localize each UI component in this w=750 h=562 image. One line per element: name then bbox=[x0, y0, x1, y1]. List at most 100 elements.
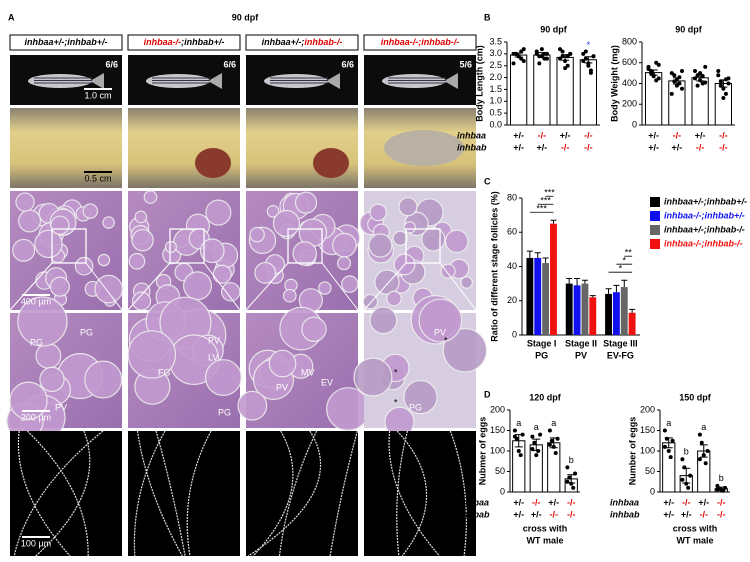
group-letter: b bbox=[684, 447, 689, 457]
follicle bbox=[460, 276, 473, 289]
significance-label: *** bbox=[544, 188, 555, 198]
zoom-line bbox=[321, 262, 359, 311]
y-tick-label: 600 bbox=[622, 57, 637, 67]
follicle bbox=[326, 387, 371, 432]
y-tick-label: 150 bbox=[490, 425, 505, 435]
error-bar bbox=[589, 295, 596, 298]
y-tick-label: 200 bbox=[490, 404, 505, 414]
tissue-label: LV bbox=[208, 352, 218, 362]
data-point bbox=[703, 80, 708, 85]
follicle bbox=[369, 203, 387, 222]
data-point bbox=[698, 71, 703, 76]
zoom-line bbox=[85, 262, 123, 311]
follicle bbox=[444, 229, 469, 254]
error-bar bbox=[621, 279, 628, 288]
data-point bbox=[583, 49, 588, 54]
data-point bbox=[555, 436, 560, 441]
follicle bbox=[249, 226, 265, 243]
follicle bbox=[237, 390, 268, 421]
y-tick-label: 400 bbox=[622, 78, 637, 88]
genotype-row-name: inhbaa bbox=[610, 497, 639, 507]
genotype-row-name: inhbaa bbox=[460, 497, 489, 507]
tissue-label: PG bbox=[30, 337, 43, 347]
error-bar bbox=[613, 284, 620, 293]
bar bbox=[526, 257, 534, 335]
follicle bbox=[74, 256, 94, 276]
data-point bbox=[699, 440, 704, 445]
bar bbox=[542, 263, 550, 335]
zoom-line bbox=[127, 262, 171, 311]
bar bbox=[565, 283, 573, 335]
data-point bbox=[670, 438, 675, 443]
data-point bbox=[664, 436, 669, 441]
panel-label: C bbox=[484, 176, 491, 186]
error-bar bbox=[629, 308, 636, 313]
data-point bbox=[672, 73, 677, 78]
fluorescence bbox=[128, 431, 240, 556]
follicle bbox=[268, 349, 297, 378]
y-tick-label: 50 bbox=[645, 466, 655, 476]
follicle bbox=[12, 238, 36, 262]
data-point bbox=[565, 63, 570, 68]
y-axis-label: Number of eggs bbox=[627, 417, 637, 486]
y-axis-label: Nubmer of eggs bbox=[477, 417, 487, 486]
significance-label: *** bbox=[536, 204, 547, 214]
data-point bbox=[679, 86, 684, 91]
data-point bbox=[703, 461, 708, 466]
tissue-label: * bbox=[444, 335, 448, 345]
panel-label: A bbox=[8, 12, 15, 22]
genotype-label: -/- bbox=[561, 142, 570, 152]
y-tick-label: 0 bbox=[650, 486, 655, 496]
tissue-label: * bbox=[394, 367, 398, 377]
bar bbox=[512, 440, 526, 493]
x-axis-label: cross with bbox=[673, 523, 718, 533]
y-tick-label: 40 bbox=[507, 261, 517, 271]
data-point bbox=[693, 76, 698, 81]
genotype-label: -/- bbox=[719, 142, 728, 152]
column-header-part: inhbab+/- bbox=[67, 37, 107, 47]
group-letter: b bbox=[719, 473, 724, 483]
bar bbox=[644, 72, 663, 126]
y-tick-label: 3.0 bbox=[489, 48, 502, 58]
data-point bbox=[677, 81, 682, 86]
follicle bbox=[102, 216, 115, 229]
y-tick-label: 1.0 bbox=[489, 96, 502, 106]
follicle bbox=[403, 221, 416, 234]
error-bar bbox=[719, 79, 728, 88]
data-point bbox=[521, 58, 526, 63]
genotype-label: +/- bbox=[531, 509, 542, 519]
data-point bbox=[682, 465, 687, 470]
panel-a-title: 90 dpf bbox=[232, 12, 260, 22]
y-axis-label: Ratio of different stage follicles (%) bbox=[489, 191, 499, 342]
data-point bbox=[656, 62, 661, 67]
follicle bbox=[386, 290, 402, 307]
group-letter: a bbox=[516, 418, 521, 428]
bar bbox=[581, 283, 589, 335]
genotype-label: +/- bbox=[536, 142, 547, 152]
data-point bbox=[726, 81, 731, 86]
legend-label: inhbaa-/-;inhbab+/- bbox=[664, 210, 745, 220]
data-point bbox=[721, 96, 726, 101]
follicle bbox=[17, 296, 68, 347]
bar bbox=[605, 293, 612, 335]
genotype-label: -/- bbox=[532, 497, 541, 507]
panel-label: B bbox=[484, 12, 491, 22]
y-tick-label: 2.5 bbox=[489, 60, 502, 70]
data-point bbox=[539, 47, 544, 52]
legend-swatch bbox=[650, 197, 660, 207]
group-label: EV-FG bbox=[607, 350, 634, 360]
fraction: 5/6 bbox=[459, 59, 472, 69]
error-bar bbox=[542, 257, 549, 264]
data-point bbox=[703, 64, 708, 69]
error-bar bbox=[561, 54, 570, 61]
legend-swatch bbox=[650, 225, 660, 235]
genotype-label: -/- bbox=[550, 509, 559, 519]
data-point bbox=[544, 56, 549, 61]
data-point bbox=[581, 51, 586, 56]
genotype-label: -/- bbox=[717, 497, 726, 507]
follicle bbox=[266, 204, 280, 218]
genotype-label: -/- bbox=[567, 497, 576, 507]
y-tick-label: 20 bbox=[507, 295, 517, 305]
data-point bbox=[565, 54, 570, 59]
data-point bbox=[697, 432, 702, 437]
